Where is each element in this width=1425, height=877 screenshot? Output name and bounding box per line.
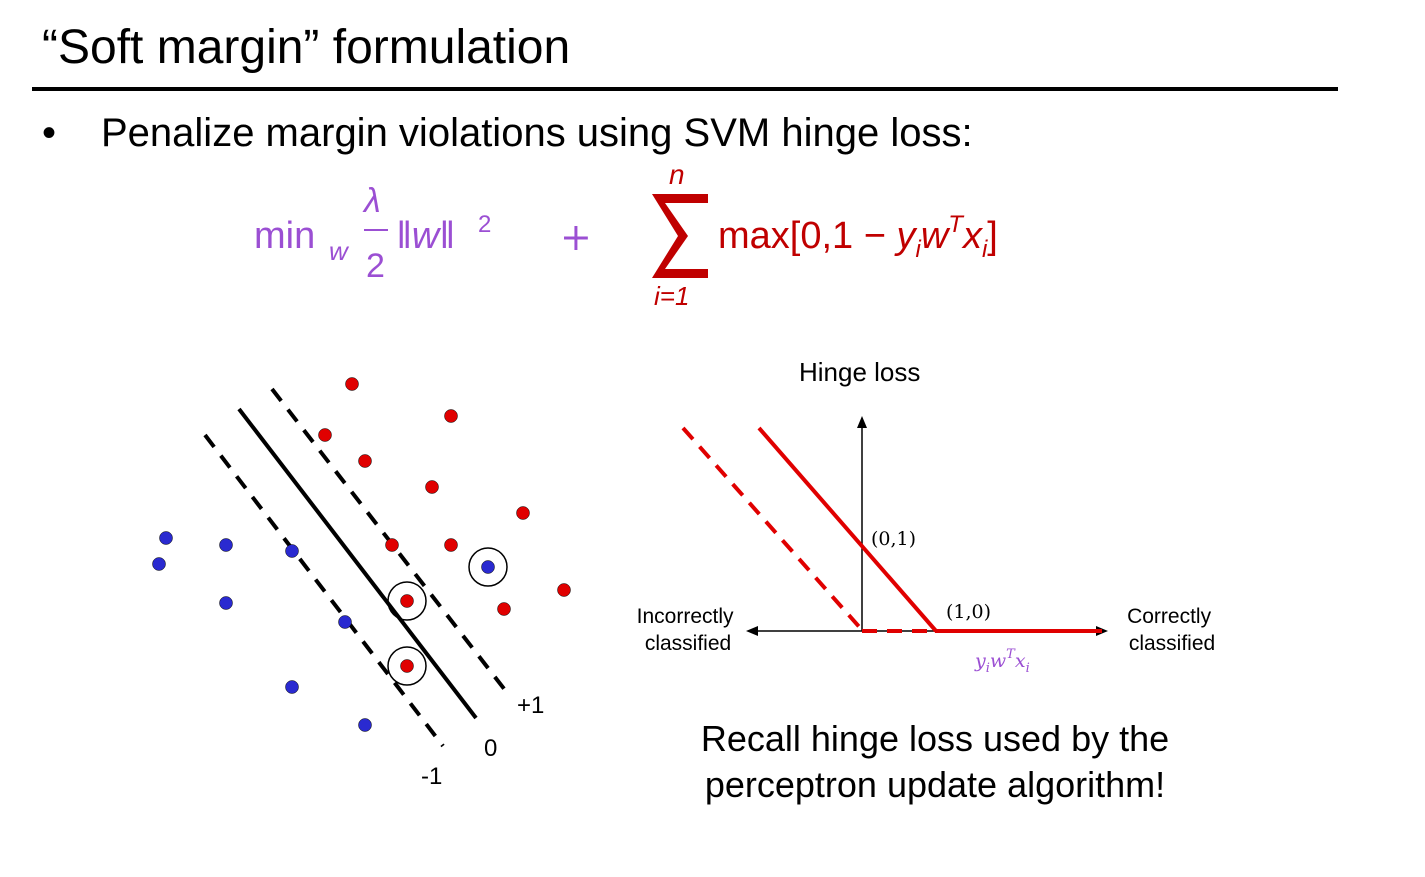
loss-term: n i=1 max[0,1 − yiwTxi] — [652, 159, 998, 311]
incorrectly-classified-label: Incorrectly classified — [637, 605, 740, 655]
sum-lower-limit: i=1 — [654, 281, 689, 311]
negative-point — [481, 560, 495, 574]
positive-point — [425, 480, 439, 494]
slide-title: “Soft margin” formulation — [42, 21, 571, 74]
regularizer-term: min w λ 2 ‖w‖ 2 — [254, 182, 491, 285]
recall-line-2: perceptron update algorithm! — [704, 764, 1166, 805]
positive-point — [557, 583, 571, 597]
y-axis-arrow — [857, 416, 867, 428]
title-underline — [32, 87, 1338, 91]
point-label-0-1: (0,1) — [871, 528, 916, 550]
plus-sign: + — [560, 215, 592, 259]
margin-diagram: +1 0 -1 — [152, 377, 571, 790]
lambda-symbol: λ — [362, 182, 381, 220]
decision-boundary-line — [237, 407, 478, 720]
hinge-plot-title: Hinge loss — [799, 357, 920, 387]
point-label-1-0: (1,0) — [946, 601, 991, 623]
min-operator: min — [254, 215, 315, 257]
sum-upper-limit: n — [669, 159, 685, 190]
summation-symbol — [652, 194, 708, 278]
x-axis-left-arrow — [746, 626, 758, 636]
label-minus-one: -1 — [421, 763, 442, 790]
positive-point — [318, 428, 332, 442]
norm-exponent: 2 — [478, 211, 491, 238]
fraction-bar — [364, 229, 388, 231]
positive-point — [400, 659, 414, 673]
negative-point — [338, 615, 352, 629]
margin-line-minus-one — [203, 433, 445, 748]
bullet-text: Penalize margin violations using SVM hin… — [101, 111, 973, 155]
negative-point — [159, 531, 173, 545]
support-vector-ring — [387, 646, 427, 686]
label-zero: 0 — [484, 735, 497, 762]
negative-point — [358, 718, 372, 732]
recall-line-1: Recall hinge loss used by the — [700, 718, 1170, 759]
positive-point — [400, 594, 414, 608]
norm-w: ‖w‖ — [396, 215, 455, 257]
negative-point — [285, 680, 299, 694]
negative-point — [219, 596, 233, 610]
positive-point — [345, 377, 359, 391]
hinge-loss-formula: min w λ 2 ‖w‖ 2 + n i=1 max[0,1 − yiwTxi… — [254, 159, 998, 311]
positive-point — [444, 538, 458, 552]
positive-point — [516, 506, 530, 520]
min-subscript: w — [329, 236, 350, 266]
correctly-classified-label: Correctly classified — [1127, 605, 1217, 655]
support-vector-ring — [387, 581, 427, 621]
bullet-symbol: • — [42, 111, 57, 155]
x-axis-variable: yiwTxi — [974, 647, 1030, 676]
loss-expression: max[0,1 − yiwTxi] — [718, 211, 998, 263]
recall-note: Recall hinge loss used by the perceptron… — [640, 716, 1230, 808]
hinge-loss-plot: Hinge loss (0,1) (1,0) Incorrectly class… — [637, 357, 1217, 676]
negative-point — [285, 544, 299, 558]
label-plus-one: +1 — [517, 692, 544, 719]
fraction-denominator: 2 — [366, 247, 385, 285]
positive-point — [497, 602, 511, 616]
hinge-loss-solid-slope — [757, 426, 938, 633]
positive-point — [358, 454, 372, 468]
hinge-loss-dashed-segment — [681, 426, 864, 632]
support-vector-ring — [468, 547, 508, 587]
positive-point — [385, 538, 399, 552]
positive-point — [444, 409, 458, 423]
negative-point — [219, 538, 233, 552]
negative-point — [152, 557, 166, 571]
